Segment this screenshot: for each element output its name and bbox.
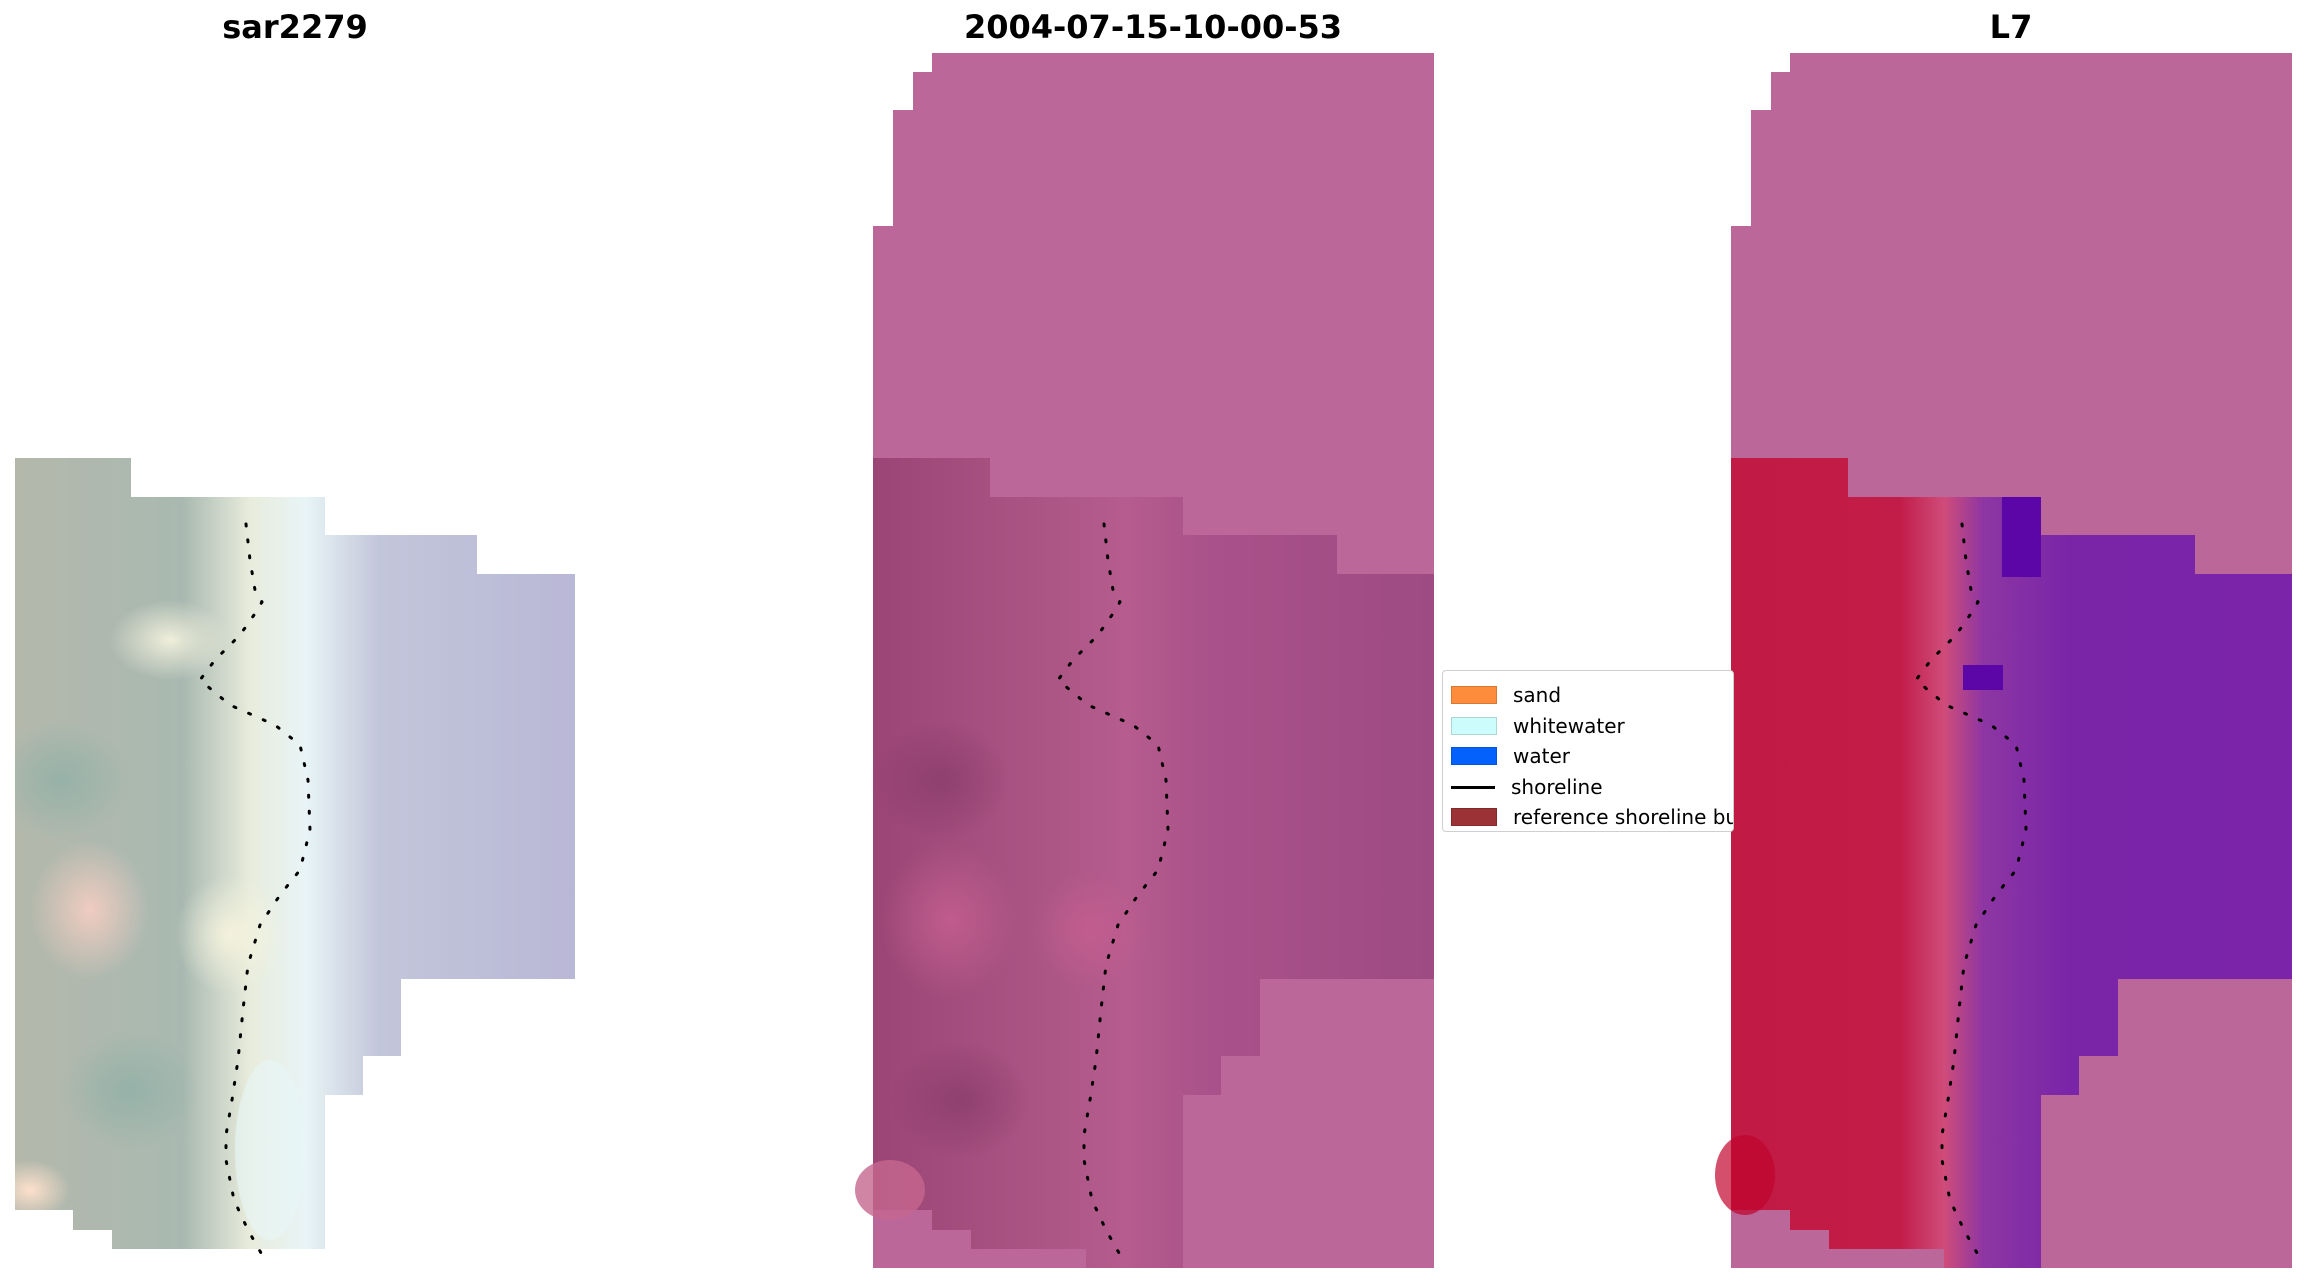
sand-swatch (1451, 686, 1497, 704)
legend-label-reference-buffer: reference shoreline buffer (1513, 805, 1733, 829)
legend-label-water: water (1513, 744, 1570, 768)
legend: sand whitewater water shoreline referenc… (1442, 670, 1734, 832)
shoreline-line-rgb (197, 522, 312, 1262)
shoreline-line-classification (1913, 522, 2028, 1262)
panel-title-sensor: L7 (1989, 8, 2033, 46)
legend-item-sand: sand (1451, 681, 1561, 709)
panel-title-rgb: sar2279 (222, 8, 368, 46)
legend-label-sand: sand (1513, 683, 1562, 707)
reference-buffer-swatch (1451, 808, 1497, 826)
legend-item-reference-buffer: reference shoreline buffer (1451, 803, 1733, 831)
legend-label-whitewater: whitewater (1513, 714, 1625, 738)
shoreline-line-swatch (1451, 785, 1495, 789)
water-swatch (1451, 747, 1497, 765)
legend-item-whitewater: whitewater (1451, 712, 1625, 740)
legend-label-shoreline: shoreline (1511, 775, 1603, 799)
panel-title-date: 2004-07-15-10-00-53 (963, 8, 1343, 46)
shoreline-line-index (1055, 522, 1170, 1262)
legend-item-water: water (1451, 742, 1570, 770)
whitewater-swatch (1451, 717, 1497, 735)
legend-item-shoreline: shoreline (1451, 773, 1603, 801)
